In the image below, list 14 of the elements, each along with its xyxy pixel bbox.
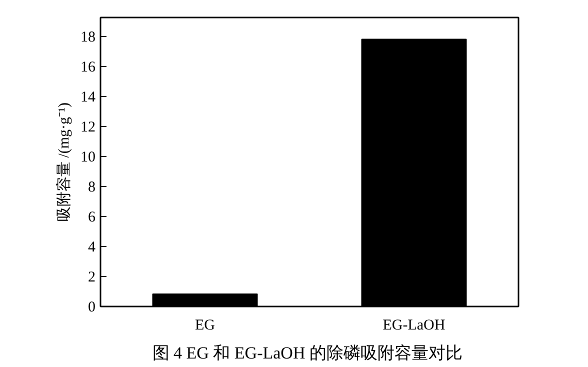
y-axis-title: 吸附容量 /(mg·g⁻¹) xyxy=(56,102,72,222)
y-tick-label: 10 xyxy=(80,149,96,166)
y-tick-label: 2 xyxy=(88,269,96,286)
y-tick-label: 16 xyxy=(80,59,96,76)
y-tick-label: 14 xyxy=(80,89,96,106)
y-tick-label: 0 xyxy=(88,300,96,316)
y-tick-label: 18 xyxy=(80,29,96,46)
y-tick-label: 8 xyxy=(88,179,96,196)
y-tick-label: 4 xyxy=(88,239,96,256)
y-tick-label: 6 xyxy=(88,209,96,226)
x-tick-label: EG xyxy=(195,318,216,334)
text: 图 4 EG 和 EG-LaOH 的除磷吸附容量对比 xyxy=(152,344,462,362)
y-tick-label: 12 xyxy=(80,119,96,136)
x-tick-label: EG-LaOH xyxy=(382,318,446,334)
